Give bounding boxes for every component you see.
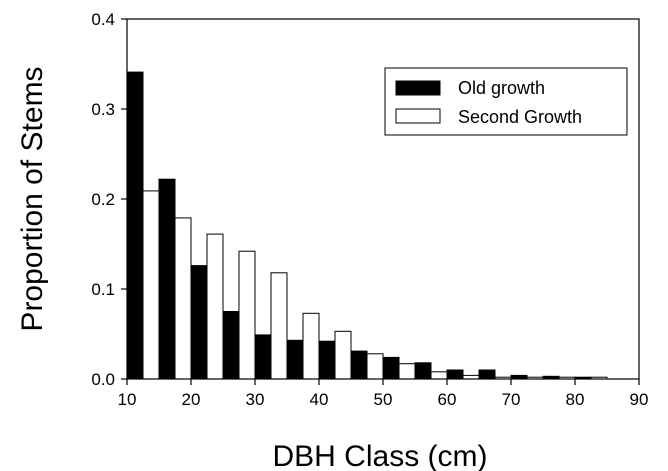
legend-swatch-second-growth bbox=[395, 108, 441, 124]
bar-second-growth-5 bbox=[302, 312, 320, 380]
y-tick-label-4: 0.4 bbox=[91, 10, 115, 29]
legend: Old growth Second Growth bbox=[384, 67, 628, 136]
x-axis-title: DBH Class (cm) bbox=[273, 440, 488, 471]
bar-second-growth-3 bbox=[238, 250, 256, 380]
bar-second-growth-8 bbox=[398, 363, 416, 380]
y-tick-label-0: 0.0 bbox=[91, 370, 115, 389]
bar-second-growth-9 bbox=[430, 371, 448, 380]
bar-old-growth-1 bbox=[158, 178, 176, 380]
x-tick-label-6: 70 bbox=[502, 390, 521, 409]
bar-old-growth-6 bbox=[318, 340, 336, 380]
bar-second-growth-1 bbox=[174, 217, 192, 380]
y-tick-label-3: 0.3 bbox=[91, 100, 115, 119]
bar-old-growth-4 bbox=[254, 334, 272, 380]
bar-second-growth-7 bbox=[366, 353, 384, 380]
x-tick-label-7: 80 bbox=[566, 390, 585, 409]
y-tick-label-2: 0.2 bbox=[91, 190, 115, 209]
bar-old-growth-3 bbox=[222, 311, 240, 380]
x-tick-label-8: 90 bbox=[630, 390, 649, 409]
y-axis: 0.0 0.1 0.2 0.3 0.4 bbox=[91, 10, 127, 389]
bar-second-growth-6 bbox=[334, 330, 352, 380]
bar-old-growth-10 bbox=[446, 369, 464, 380]
x-tick-label-3: 40 bbox=[310, 390, 329, 409]
bars-group bbox=[126, 71, 608, 380]
x-tick-label-2: 30 bbox=[246, 390, 265, 409]
legend-swatch-old-growth bbox=[395, 80, 441, 96]
bar-old-growth-8 bbox=[382, 356, 400, 380]
bar-old-growth-9 bbox=[414, 362, 432, 380]
bar-second-growth-4 bbox=[270, 272, 288, 380]
legend-label-old-growth: Old growth bbox=[458, 78, 545, 98]
x-tick-label-1: 20 bbox=[182, 390, 201, 409]
bar-old-growth-7 bbox=[350, 350, 368, 380]
x-tick-label-5: 60 bbox=[438, 390, 457, 409]
bar-old-growth-2 bbox=[190, 265, 208, 380]
bar-old-growth-11 bbox=[478, 369, 496, 380]
bar-second-growth-2 bbox=[206, 233, 224, 380]
x-tick-label-4: 50 bbox=[374, 390, 393, 409]
x-axis: 10 20 30 40 50 60 70 80 90 bbox=[118, 379, 649, 409]
legend-label-second-growth: Second Growth bbox=[458, 107, 582, 127]
bar-old-growth-0 bbox=[126, 71, 144, 380]
bar-second-growth-0 bbox=[142, 190, 160, 380]
y-tick-label-1: 0.1 bbox=[91, 280, 115, 299]
y-axis-title: Proportion of Stems bbox=[16, 66, 49, 331]
bar-old-growth-5 bbox=[286, 339, 304, 380]
x-tick-label-0: 10 bbox=[118, 390, 137, 409]
legend-box bbox=[384, 67, 628, 136]
